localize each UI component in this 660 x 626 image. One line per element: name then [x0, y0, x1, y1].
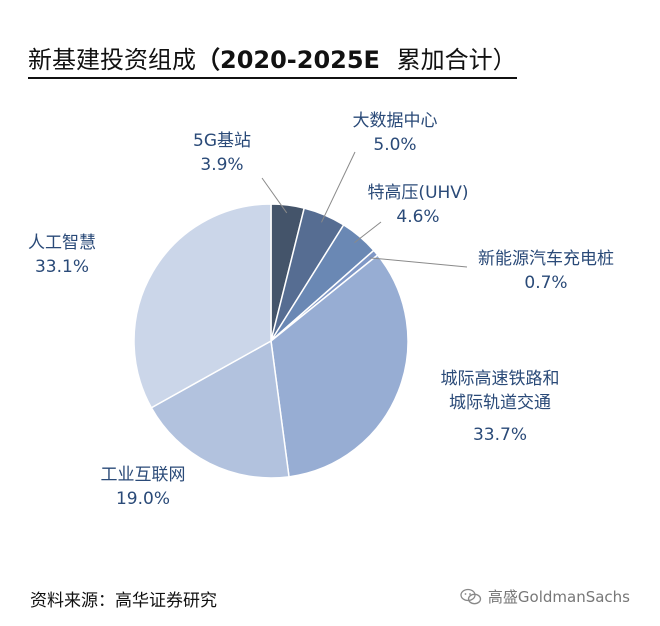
- pie-slices: [133, 203, 409, 479]
- slice-value-2: 5.0%: [373, 135, 416, 155]
- pie-slice-6: [150, 339, 290, 479]
- title-main: 新基建投资组成: [28, 46, 196, 74]
- source-note: 资料来源：高华证券研究: [30, 591, 217, 611]
- wechat-icon: [460, 588, 482, 604]
- title-period: （2020-2025E: [196, 46, 380, 74]
- leader-line-3: [354, 221, 382, 244]
- slice-label-3: 特高压(UHV): [367, 183, 468, 203]
- slice-value-6: 19.0%: [116, 489, 170, 509]
- slice-label-4: 新能源汽车充电桩: [478, 249, 614, 269]
- leader-line-2: [321, 151, 356, 223]
- chart-title: 新基建投资组成（2020-2025E 累加合计）: [28, 40, 517, 79]
- slice-value-4: 0.7%: [524, 273, 567, 293]
- slice-value-5: 33.7%: [473, 425, 527, 445]
- slice-label-7: 人工智慧: [28, 233, 96, 253]
- slice-label-5-line-2: 城际轨道交通: [449, 393, 551, 413]
- slice-label-1: 5G基站: [193, 131, 251, 151]
- leader-line-1: [261, 177, 288, 214]
- slice-value-3: 4.6%: [396, 207, 439, 227]
- leader-lines: [261, 151, 468, 268]
- slice-label-5-line-1: 城际高速铁路和: [441, 369, 560, 389]
- slice-value-1: 3.9%: [200, 155, 243, 175]
- watermark-text: 高盛GoldmanSachs: [487, 588, 630, 606]
- pie-slice-5: [270, 253, 409, 478]
- watermark: 高盛GoldmanSachs: [460, 586, 630, 607]
- slice-value-7: 33.1%: [35, 257, 89, 277]
- title-suffix: 累加合计）: [396, 46, 517, 74]
- slice-label-6: 工业互联网: [101, 465, 186, 485]
- slice-labels: 5G基站 3.9% 大数据中心 5.0% 特高压(UHV) 4.6% 新能源汽车充电桩 0.7…: [28, 111, 614, 509]
- pie-slice-7: [133, 203, 272, 409]
- slice-label-2: 大数据中心: [353, 111, 438, 131]
- leader-line-4: [369, 257, 468, 268]
